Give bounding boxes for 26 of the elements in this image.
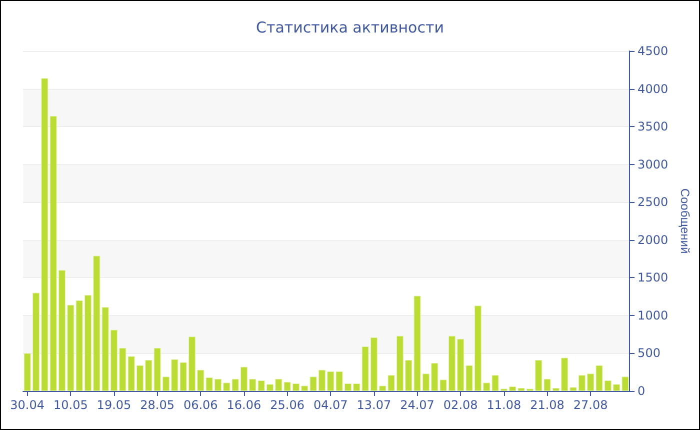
x-tick-label: 27.08 (573, 398, 608, 412)
y-tick-label: 1000 (638, 308, 668, 322)
x-tick-label: 16.06 (226, 398, 262, 412)
x-tick-label: 25.06 (270, 398, 304, 412)
y-tick-label: 0 (638, 384, 646, 398)
y-tick-label: 500 (638, 346, 660, 360)
x-tick-label: 19.05 (96, 398, 132, 412)
y-tick-label: 2000 (638, 232, 668, 247)
x-tick-label: 24.07 (400, 398, 434, 412)
y-tick-label: 4000 (638, 82, 668, 96)
x-tick-label: 13.07 (356, 398, 392, 412)
x-tick-label: 21.08 (530, 398, 564, 412)
y-axis-title: Сообщений (678, 188, 692, 254)
chart-title: Статистика активности (256, 18, 444, 36)
x-tick-label: 28.05 (140, 398, 174, 412)
y-tick-label: 2500 (638, 195, 668, 210)
x-tick-label: 04.07 (313, 398, 348, 412)
x-tick-label: 11.08 (486, 398, 522, 412)
x-tick-label: 30.04 (10, 398, 45, 412)
y-tick-label: 1500 (638, 270, 668, 285)
x-tick-label: 02.08 (443, 398, 478, 412)
x-tick-label: 06.06 (183, 398, 218, 412)
x-tick-label: 10.05 (53, 398, 88, 412)
y-tick-label: 3000 (638, 157, 668, 172)
y-tick-label: 4500 (638, 44, 668, 58)
y-tick-label: 3500 (638, 120, 668, 134)
